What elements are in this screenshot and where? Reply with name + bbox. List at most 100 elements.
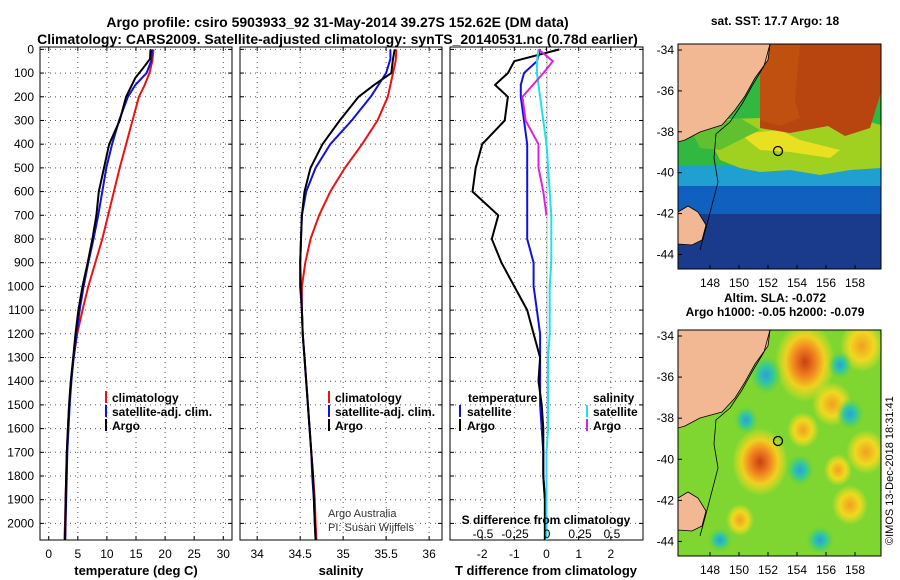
sla-eddy-cold — [708, 528, 732, 552]
temperature-xtick-label: 10 — [100, 547, 114, 561]
salinity-xtick-label: 34.5 — [288, 547, 312, 561]
salinity-xtick-label: 36 — [422, 547, 436, 561]
map-lat-label: -42 — [657, 207, 675, 221]
legend-t-satellite-label: satellite — [467, 405, 512, 419]
map-lat-label: -36 — [657, 84, 675, 98]
sst-warm-edge — [760, 44, 800, 126]
difference-xtick-label: 1 — [575, 547, 582, 561]
secondary-xtick-label: 0.25 — [568, 527, 592, 541]
salinity-xtick-label: 35.5 — [374, 547, 398, 561]
chart-title-line2: Climatology: CARS2009. Satellite-adjuste… — [37, 31, 638, 47]
secondary-xtick-label: -0.25 — [501, 527, 529, 541]
temperature-xtick-label: 25 — [188, 547, 202, 561]
map-lon-label: 152 — [758, 563, 778, 577]
difference-xtick-label: 0 — [543, 547, 550, 561]
sla-land-tasmania — [678, 491, 707, 532]
sla-eddy-warm-weak — [832, 485, 868, 525]
salinity-xtick-label: 34 — [251, 547, 265, 561]
depth-tick-label: 400 — [14, 137, 34, 151]
map-lat-label: -44 — [657, 247, 675, 261]
map-lat-label: -38 — [657, 411, 675, 425]
legend-climatology-label: climatology — [335, 391, 402, 405]
temperature-legend: climatology satellite-adj. clim. Argo — [105, 391, 212, 433]
map-lon-label: 158 — [845, 563, 865, 577]
temperature-xtick-label: 30 — [217, 547, 231, 561]
sla-eddy-warm — [732, 428, 788, 496]
sla-eddy-warm-weak — [726, 504, 754, 536]
sst-map-title: sat. SST: 17.7 Argo: 18 — [711, 14, 840, 28]
sla-land-mainland — [678, 330, 771, 429]
depth-tick-label: 900 — [14, 256, 34, 270]
salinity-xtick-label: 35 — [336, 547, 350, 561]
depth-tick-label: 1200 — [7, 327, 34, 341]
depth-tick-label: 500 — [14, 161, 34, 175]
legend-s-satellite-label: satellite — [593, 405, 638, 419]
sla-eddy-cold — [750, 355, 782, 395]
salinity-series-argo — [299, 49, 396, 541]
depth-tick-label: 1700 — [7, 445, 34, 459]
chart-title-line1: Argo profile: csiro 5903933_92 31-May-20… — [106, 14, 569, 30]
difference-xtick-label: 2 — [607, 547, 614, 561]
legend-t-argo-label: Argo — [467, 419, 495, 433]
sla-map: Altim. SLA: -0.072 Argo h1000: -0.05 h20… — [677, 291, 882, 557]
map-lat-label: -40 — [657, 166, 675, 180]
secondary-xtick-label: -0.5 — [473, 527, 494, 541]
map-lat-label: -40 — [657, 452, 675, 466]
depth-tick-label: 1600 — [7, 422, 34, 436]
sla-eddy-cold — [806, 526, 834, 554]
secondary-xlabel: S difference from climatology — [462, 513, 631, 527]
map-lon-label: 148 — [700, 276, 720, 290]
depth-tick-label: 1300 — [7, 350, 34, 364]
secondary-xtick-label: 0.5 — [604, 527, 621, 541]
imos-watermark: ©IMOS 13-Dec-2018 18:31:41 — [884, 396, 896, 545]
difference-xtick-label: -2 — [477, 547, 488, 561]
depth-tick-label: 1000 — [7, 279, 34, 293]
depth-tick-label: 200 — [14, 90, 34, 104]
depth-tick-label: 100 — [14, 66, 34, 80]
depth-tick-label: 600 — [14, 185, 34, 199]
sst-map: sat. SST: 17.7 Argo: 18 — [677, 14, 882, 270]
sla-eddy-warm — [775, 330, 835, 402]
temperature-series-argo — [64, 49, 152, 541]
map-lon-label: 156 — [816, 276, 836, 290]
map-lon-label: 154 — [787, 563, 807, 577]
sla-eddy-warm-weak — [787, 412, 819, 448]
depth-tick-label: 1100 — [8, 303, 34, 317]
map-lat-label: -36 — [657, 370, 675, 384]
difference-legend: temperature satellite Argo salinity sate… — [459, 391, 638, 433]
legend-s-argo-label: Argo — [593, 419, 621, 433]
map-lon-label: 156 — [816, 563, 836, 577]
map-lon-label: 148 — [700, 563, 720, 577]
secondary-xticks: -0.5 -0.25 0 0.25 0.5 — [473, 527, 621, 541]
map-lon-label: 152 — [758, 276, 778, 290]
map-lon-label: 154 — [787, 276, 807, 290]
difference-series-temperature-argo — [471, 48, 560, 540]
map-lat-label: -34 — [657, 329, 675, 343]
depth-tick-label: 1400 — [7, 374, 34, 388]
sla-argo-marker — [772, 435, 784, 447]
tick-layer: 0 5 10 15 20 25 300100200300400500600700800900… — [7, 42, 643, 561]
map-lon-label: 150 — [729, 276, 749, 290]
temperature-xtick-label: 0 — [45, 547, 52, 561]
difference-series-salinity-argo — [521, 48, 554, 216]
sst-land-tasmania — [678, 205, 707, 246]
map-lon-label: 150 — [729, 563, 749, 577]
depth-tick-label: 1500 — [7, 398, 34, 412]
legend-temperature-title: temperature — [468, 391, 538, 405]
depth-tick-label: 2000 — [7, 516, 34, 530]
credit-argo-australia: Argo Australia — [328, 508, 397, 520]
temperature-xtick-label: 5 — [74, 547, 81, 561]
map-lat-label: -34 — [657, 43, 675, 57]
temperature-xtick-label: 20 — [158, 547, 172, 561]
sla-eddy-warm-weak — [824, 454, 852, 486]
sst-argo-marker — [772, 145, 784, 157]
difference-xtick-label: -1 — [509, 547, 520, 561]
depth-tick-label: 800 — [14, 232, 34, 246]
salinity-plot-frame — [239, 46, 443, 541]
sst-isobath — [699, 44, 771, 251]
legend-satellite-label: satellite-adj. clim. — [335, 405, 435, 419]
depth-tick-label: 300 — [14, 113, 34, 127]
sla-map-title-line1: Altim. SLA: -0.072 — [724, 291, 826, 305]
temperature-xtick-label: 15 — [129, 547, 143, 561]
sst-land-mainland — [678, 44, 771, 143]
